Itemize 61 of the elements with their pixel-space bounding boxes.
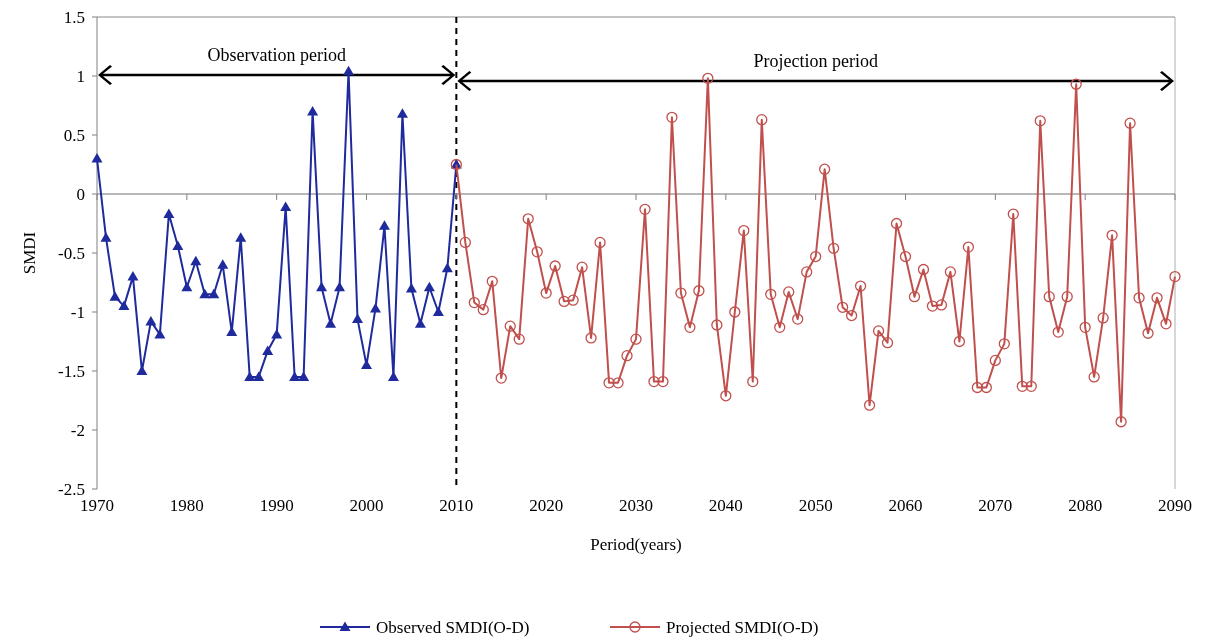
y-tick-label: -1.5 <box>58 361 85 381</box>
x-tick-label: 2040 <box>708 496 743 515</box>
x-tick-label: 2070 <box>978 496 1013 515</box>
x-tick-label: 2090 <box>1158 496 1192 515</box>
point <box>181 281 193 292</box>
y-tick-label: 1 <box>76 66 85 86</box>
point <box>244 371 256 381</box>
y-tick-label: -1 <box>70 302 85 322</box>
y-tick-label: -2 <box>70 420 85 440</box>
point <box>343 65 355 76</box>
point <box>262 345 274 355</box>
point <box>145 315 157 326</box>
point <box>432 306 444 316</box>
point <box>334 281 346 292</box>
point <box>163 208 175 219</box>
x-tick-label: 2050 <box>798 496 833 515</box>
y-tick-label: -0.5 <box>58 243 85 263</box>
point <box>253 371 265 381</box>
x-tick-label: 2020 <box>529 496 564 515</box>
x-tick-label: 2080 <box>1068 496 1103 515</box>
x-tick-label: 1970 <box>80 496 114 515</box>
point <box>91 153 103 163</box>
x-tick-label: 1990 <box>259 496 294 515</box>
y-axis-title: SMDI <box>20 231 39 275</box>
point <box>190 255 202 266</box>
point <box>378 220 390 230</box>
y-tick-label: 0.5 <box>63 125 85 145</box>
point <box>280 201 292 211</box>
point <box>316 281 328 292</box>
point <box>217 259 229 269</box>
point <box>154 328 166 339</box>
point <box>325 318 337 328</box>
point <box>387 371 399 381</box>
x-tick-label: 2030 <box>619 496 653 515</box>
point <box>199 288 211 299</box>
annotation: Observation period <box>207 45 346 65</box>
point <box>118 300 130 311</box>
legend-label: Observed SMDI(O-D) <box>376 617 530 637</box>
point <box>396 108 408 118</box>
x-tick-label: 2010 <box>439 496 474 515</box>
y-tick-label: -2.5 <box>58 479 85 499</box>
point <box>172 240 184 250</box>
x-tick-label: 1980 <box>169 496 204 515</box>
point <box>235 232 247 242</box>
point <box>414 318 426 328</box>
legend-label: Projected SMDI(O-D) <box>666 617 819 637</box>
point <box>423 281 435 292</box>
x-tick-label: 2000 <box>349 496 384 515</box>
point <box>208 288 220 299</box>
point <box>298 371 310 381</box>
point <box>109 291 121 301</box>
y-tick-label: 1.5 <box>63 7 85 27</box>
x-axis-title: Period(years) <box>590 535 682 554</box>
y-tick-label: 0 <box>76 184 85 204</box>
point <box>441 262 453 273</box>
annotation: Projection period <box>753 51 878 71</box>
point <box>100 232 112 242</box>
point <box>127 271 139 281</box>
point <box>307 105 319 116</box>
x-tick-label: 2060 <box>888 496 923 515</box>
point <box>352 313 364 324</box>
